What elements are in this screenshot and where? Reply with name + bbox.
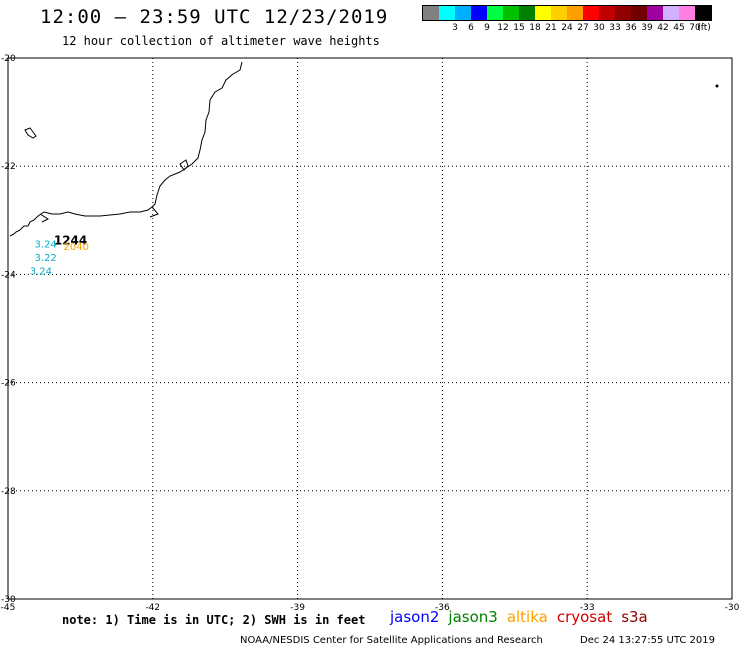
legend-swatch	[487, 6, 503, 20]
map-title: 12:00 – 23:59 UTC 12/23/2019	[40, 6, 389, 28]
legend-label: 70	[689, 23, 701, 33]
legend-labels: 3 6 9 12 15 18 21 24 27 30 33 36 39 42 45 70 (ft)	[422, 23, 712, 37]
legend-swatch	[551, 6, 567, 20]
longitude-tick-label: -33	[580, 603, 595, 613]
wave-height-label: 1244	[54, 234, 87, 248]
latitude-tick-label: -30	[1, 595, 16, 605]
legend-swatch	[423, 6, 439, 20]
mission-cryosat: cryosat	[556, 608, 613, 626]
mission-altika: altika	[506, 608, 548, 626]
latitude-tick-label: -22	[1, 162, 16, 172]
legend-swatch	[679, 6, 695, 20]
legend-label: 45	[673, 23, 685, 33]
latitude-tick-label: -20	[1, 54, 16, 64]
longitude-tick-label: -45	[1, 603, 16, 613]
legend-label: 30	[593, 23, 605, 33]
mission-jason3: jason3	[448, 608, 498, 626]
legend-label: 42	[657, 23, 669, 33]
legend-label: 9	[484, 23, 490, 33]
longitude-tick-label: -39	[290, 603, 305, 613]
legend-unit: (ft)	[697, 23, 711, 33]
island	[179, 159, 189, 171]
island	[24, 127, 37, 139]
legend-label: 18	[529, 23, 541, 33]
legend-label: 15	[513, 23, 525, 33]
legend-swatch	[455, 6, 471, 20]
legend-swatch	[567, 6, 583, 20]
island-dot	[715, 84, 719, 88]
units-note: note: 1) Time is in UTC; 2) SWH is in fe…	[62, 613, 366, 627]
legend-label: 27	[577, 23, 589, 33]
credit-text: NOAA/NESDIS Center for Satellite Applica…	[240, 635, 543, 646]
map-subtitle: 12 hour collection of altimeter wave hei…	[62, 34, 380, 48]
latitude-tick-label: -26	[1, 379, 16, 389]
legend-label: 39	[641, 23, 653, 33]
longitude-tick-label: -36	[435, 603, 450, 613]
legend-swatch	[503, 6, 519, 20]
legend-swatch	[663, 6, 679, 20]
wave-height-label: 2040	[64, 242, 89, 253]
longitude-tick-label: -42	[145, 603, 160, 613]
legend-swatch	[471, 6, 487, 20]
legend-color-bar	[422, 5, 712, 21]
legend-swatch	[631, 6, 647, 20]
wave-height-label: 3.24	[35, 239, 57, 250]
legend-swatch	[439, 6, 455, 20]
mission-s3a: s3a	[621, 608, 648, 626]
wave-height-label: 3.22	[35, 253, 57, 264]
latitude-tick-label: -28	[1, 487, 16, 497]
mission-legend: jason2 jason3 altika cryosat s3a	[390, 608, 657, 626]
legend-swatch	[583, 6, 599, 20]
legend-label: 24	[561, 23, 573, 33]
legend-swatch	[535, 6, 551, 20]
timestamp-text: Dec 24 13:27:55 UTC 2019	[580, 635, 715, 646]
legend-label: 6	[468, 23, 474, 33]
longitude-tick-label: -30	[725, 603, 740, 613]
legend-swatch	[599, 6, 615, 20]
legend-swatch	[615, 6, 631, 20]
legend-label: 33	[609, 23, 621, 33]
mission-jason2: jason2	[390, 608, 440, 626]
legend-label: 21	[545, 23, 557, 33]
wave-height-label: 3.24	[30, 266, 52, 277]
legend-label: 3	[452, 23, 458, 33]
latitude-tick-label: -24	[1, 270, 16, 280]
legend-swatch	[647, 6, 663, 20]
legend-label: 36	[625, 23, 637, 33]
axis-tick-labels: -45 -42 -39 -36 -33 -30 -20 -22 -24 -26 -28 -30	[1, 54, 740, 613]
legend-swatch	[519, 6, 535, 20]
map-grid	[8, 58, 732, 599]
wave-height-legend: 3 6 9 12 15 18 21 24 27 30 33 36 39 42 45 70 (ft)	[422, 5, 712, 37]
coastline	[9, 61, 243, 237]
map-frame	[7, 57, 733, 600]
legend-swatch	[695, 6, 711, 20]
legend-label: 12	[497, 23, 509, 33]
